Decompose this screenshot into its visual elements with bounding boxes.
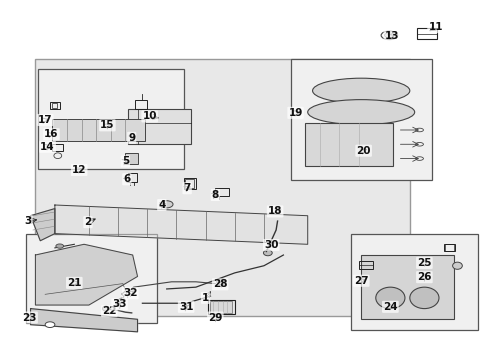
Bar bbox=[210, 301, 232, 313]
Text: 12: 12 bbox=[72, 165, 86, 175]
Text: 11: 11 bbox=[427, 22, 442, 32]
Bar bbox=[215, 188, 228, 196]
Ellipse shape bbox=[160, 201, 173, 208]
Bar bbox=[358, 261, 372, 269]
Text: 28: 28 bbox=[212, 279, 227, 289]
Text: 33: 33 bbox=[112, 299, 126, 309]
Text: 16: 16 bbox=[44, 129, 59, 139]
Bar bbox=[185, 179, 194, 188]
Bar bbox=[443, 244, 454, 251]
Text: 32: 32 bbox=[123, 288, 137, 298]
Ellipse shape bbox=[384, 33, 393, 38]
Ellipse shape bbox=[102, 306, 109, 311]
Bar bbox=[416, 28, 436, 39]
Ellipse shape bbox=[375, 287, 404, 309]
Text: 13: 13 bbox=[384, 31, 398, 41]
Text: 23: 23 bbox=[22, 312, 37, 323]
Bar bbox=[125, 153, 137, 164]
Text: 27: 27 bbox=[353, 276, 368, 286]
FancyBboxPatch shape bbox=[26, 234, 157, 323]
Text: 29: 29 bbox=[208, 312, 222, 323]
Bar bbox=[127, 109, 191, 144]
Text: 14: 14 bbox=[40, 142, 55, 152]
Ellipse shape bbox=[312, 78, 409, 103]
Text: 25: 25 bbox=[416, 258, 431, 268]
Text: 15: 15 bbox=[100, 120, 114, 130]
Text: 20: 20 bbox=[356, 146, 370, 156]
Bar bbox=[52, 103, 57, 108]
Text: 24: 24 bbox=[382, 302, 397, 312]
FancyBboxPatch shape bbox=[38, 69, 183, 169]
FancyBboxPatch shape bbox=[351, 234, 477, 330]
Ellipse shape bbox=[56, 244, 63, 248]
Text: 3: 3 bbox=[24, 216, 32, 226]
Ellipse shape bbox=[409, 287, 438, 309]
Text: 26: 26 bbox=[416, 272, 431, 282]
Text: 1: 1 bbox=[202, 293, 209, 303]
Text: 6: 6 bbox=[123, 174, 130, 184]
Ellipse shape bbox=[307, 100, 414, 125]
Text: 21: 21 bbox=[67, 278, 81, 288]
Text: 7: 7 bbox=[183, 183, 190, 193]
Text: 19: 19 bbox=[288, 108, 302, 118]
Text: 5: 5 bbox=[122, 157, 129, 166]
FancyBboxPatch shape bbox=[35, 59, 409, 316]
Bar bbox=[135, 100, 147, 109]
Bar bbox=[52, 144, 63, 152]
Ellipse shape bbox=[263, 250, 272, 256]
Text: 9: 9 bbox=[128, 133, 135, 143]
Ellipse shape bbox=[216, 279, 226, 285]
Text: 30: 30 bbox=[264, 240, 278, 250]
Text: 8: 8 bbox=[211, 190, 219, 200]
Bar bbox=[305, 123, 392, 166]
Bar bbox=[50, 102, 60, 109]
Text: 22: 22 bbox=[102, 306, 116, 316]
FancyBboxPatch shape bbox=[290, 59, 431, 180]
Polygon shape bbox=[30, 208, 55, 241]
Text: 10: 10 bbox=[142, 111, 157, 121]
Text: 4: 4 bbox=[158, 200, 165, 210]
Bar bbox=[52, 119, 144, 141]
Text: 31: 31 bbox=[179, 302, 193, 312]
Polygon shape bbox=[30, 309, 137, 332]
Polygon shape bbox=[35, 244, 137, 305]
Bar bbox=[207, 300, 234, 314]
Ellipse shape bbox=[45, 322, 55, 328]
Text: 17: 17 bbox=[38, 115, 52, 125]
Bar bbox=[444, 244, 453, 251]
Text: 18: 18 bbox=[267, 206, 282, 216]
Bar bbox=[183, 178, 196, 189]
Polygon shape bbox=[55, 205, 307, 244]
Text: 2: 2 bbox=[84, 217, 91, 227]
Bar bbox=[361, 255, 453, 319]
Ellipse shape bbox=[452, 262, 461, 269]
Bar bbox=[127, 173, 136, 182]
